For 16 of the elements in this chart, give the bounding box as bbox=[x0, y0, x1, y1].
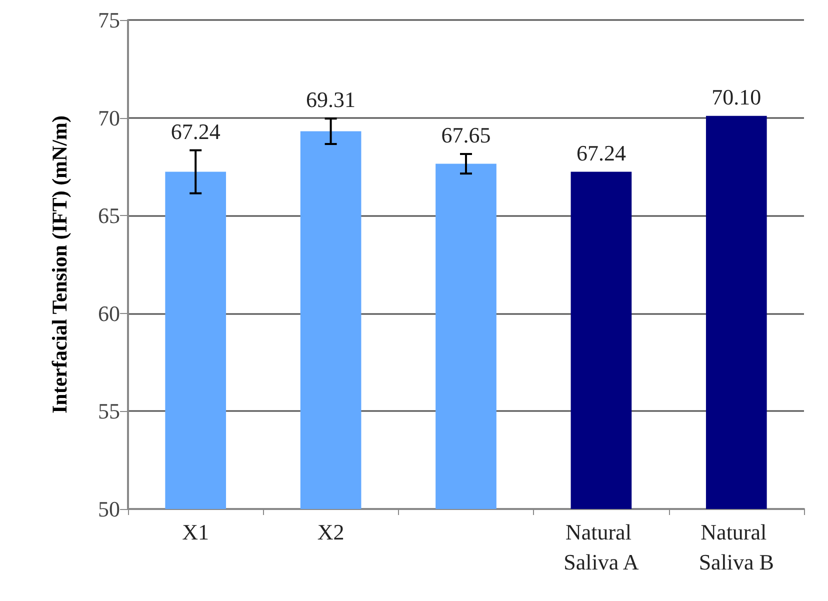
y-axis-title: Interfacial Tension (IFT) (mN/m) bbox=[48, 115, 72, 414]
y-tick-label: 55 bbox=[98, 398, 120, 424]
y-tick-label: 75 bbox=[98, 8, 120, 32]
data-label: 67.24 bbox=[170, 118, 220, 144]
data-label: 69.31 bbox=[306, 87, 356, 112]
data-label: 67.65 bbox=[441, 122, 491, 148]
y-tick-label: 70 bbox=[98, 105, 120, 130]
data-label: 70.10 bbox=[712, 84, 762, 110]
y-tick-label: 65 bbox=[98, 203, 120, 228]
x-tick-label: Natural Saliva A bbox=[564, 520, 639, 574]
y-tick-label: 50 bbox=[98, 496, 120, 522]
y-tick-label: 60 bbox=[98, 300, 120, 326]
x-tick-label: Natural Saliva B bbox=[698, 520, 774, 574]
x-tick-label: X2 bbox=[317, 520, 344, 544]
data-label: 67.24 bbox=[576, 140, 626, 166]
x-tick-label: X1 bbox=[182, 520, 210, 544]
